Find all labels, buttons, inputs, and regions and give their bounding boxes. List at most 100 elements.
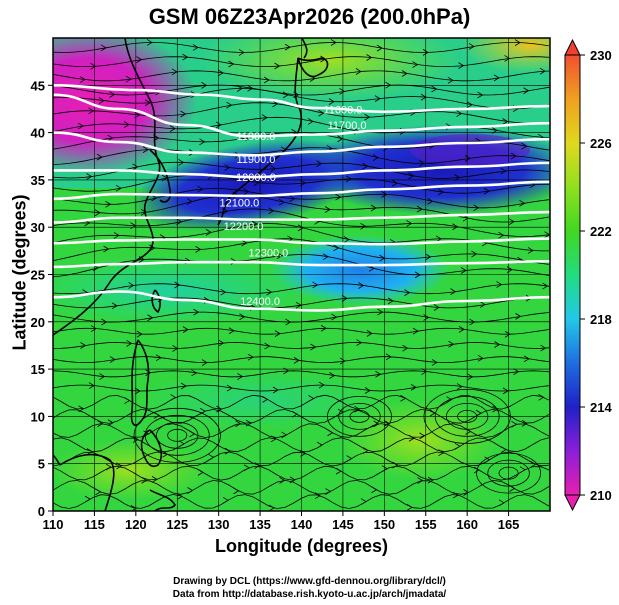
colorbar-tick-label: 214 (590, 400, 612, 415)
flow-arrow (500, 446, 507, 453)
flow-arrow (78, 405, 85, 413)
flow-arrow (192, 44, 199, 51)
flow-arrow (226, 384, 233, 392)
coast-mindanao (140, 429, 162, 468)
y-tick-label: 30 (31, 220, 45, 235)
colorbar-top-triangle (564, 38, 581, 56)
credit-data: Data from http://database.rish.kyoto-u.a… (172, 589, 447, 600)
contour-line (53, 237, 550, 246)
flow-arrow (372, 154, 379, 162)
field-lightgreen-sw (53, 440, 210, 500)
flow-arrow (316, 160, 323, 167)
flow-arrow (278, 198, 285, 206)
flow-arrow (238, 49, 245, 56)
colorbar-tick-label: 210 (590, 488, 612, 503)
y-tick-label: 40 (31, 126, 45, 141)
x-tick-label: 150 (373, 517, 395, 532)
flow-arrow (327, 429, 334, 437)
flow-arrow (456, 110, 463, 117)
flow-arrow (189, 430, 196, 438)
flow-arrow (289, 476, 296, 484)
flow-arrow (539, 67, 546, 75)
flow-arrow (86, 448, 93, 455)
flow-arrow (88, 107, 95, 115)
flow-arrow (463, 489, 470, 496)
y-tick-label: 5 (38, 457, 45, 472)
flow-arrow (475, 409, 482, 417)
flow-arrow (410, 384, 417, 391)
x-ticks: 110 115 120 125 130 135 140 145 150 155 160 165 (43, 511, 519, 532)
colorbar-body (564, 54, 581, 496)
flow-arrow (381, 191, 388, 198)
y-axis-label: Latitude (degrees) (9, 194, 30, 351)
flow-arrow (176, 218, 183, 226)
flow-arrow (496, 281, 503, 288)
contour-line (53, 93, 550, 138)
colorbar-tick-label: 222 (590, 224, 612, 239)
flow-arrow (274, 330, 281, 337)
flow-arrow (324, 206, 331, 213)
flow-arrow (473, 466, 480, 474)
contour-label: 12300.0 (248, 248, 288, 260)
flow-arrow (508, 218, 515, 226)
flow-arrow (329, 372, 336, 379)
flow-arrow (153, 412, 160, 419)
flow-arrow (341, 295, 348, 302)
flow-arrow (402, 344, 409, 352)
flow-arrow (243, 464, 250, 472)
flow-arrow (132, 163, 139, 171)
y-tick-label: 0 (38, 504, 45, 519)
flow-arrow (272, 386, 279, 394)
flow-arrow (328, 98, 335, 105)
flow-arrow (77, 122, 84, 130)
flow-arrow (146, 39, 153, 46)
flow-arrow (105, 200, 112, 208)
flow-arrow (191, 369, 198, 377)
flow-arrow (123, 121, 130, 128)
flow-arrow (521, 142, 528, 150)
contour-label: 12100.0 (219, 197, 259, 209)
flow-arrow (107, 134, 114, 142)
flow-arrow (460, 267, 467, 274)
flow-arrow (343, 236, 350, 243)
x-tick-label: 120 (125, 517, 147, 532)
flow-arrow (88, 382, 95, 389)
x-tick-label: 125 (166, 517, 188, 532)
flow-arrow (412, 327, 419, 335)
flow-arrow (366, 54, 373, 61)
flow-arrow (151, 476, 158, 483)
y-tick-label: 25 (31, 268, 45, 283)
grid-lines (53, 38, 550, 511)
contour-label: 11600.0 (323, 105, 362, 117)
flow-arrow (515, 313, 522, 320)
y-tick-label: 15 (31, 362, 45, 377)
flow-arrow (224, 447, 231, 455)
coast-luzon (130, 339, 150, 426)
colorbar-bottom-triangle (564, 494, 581, 512)
flow-arrow (530, 460, 537, 468)
flow-arrow (193, 308, 200, 316)
flow-arrow (261, 114, 268, 121)
flow-arrow (373, 420, 380, 428)
flow-arrow (414, 271, 421, 279)
flow-arrow (331, 313, 338, 321)
flow-arrow (176, 493, 183, 500)
flow-arrow (429, 409, 436, 417)
flow-arrow (358, 282, 365, 289)
flow-arrow (155, 354, 162, 362)
flow-arrow (279, 477, 286, 484)
flow-arrow (527, 247, 534, 254)
flow-arrow (126, 340, 133, 347)
flow-arrow (408, 172, 415, 180)
flow-arrow (318, 109, 325, 117)
flow-arrow (416, 205, 423, 213)
flow-arrow (149, 244, 156, 252)
flow-arrow (247, 84, 254, 92)
flow-arrow (466, 101, 473, 109)
flow-arrow (437, 188, 444, 196)
contour-line (53, 210, 550, 224)
flow-arrow (170, 394, 177, 401)
flow-arrow (178, 440, 185, 448)
flow-arrow (134, 111, 141, 119)
